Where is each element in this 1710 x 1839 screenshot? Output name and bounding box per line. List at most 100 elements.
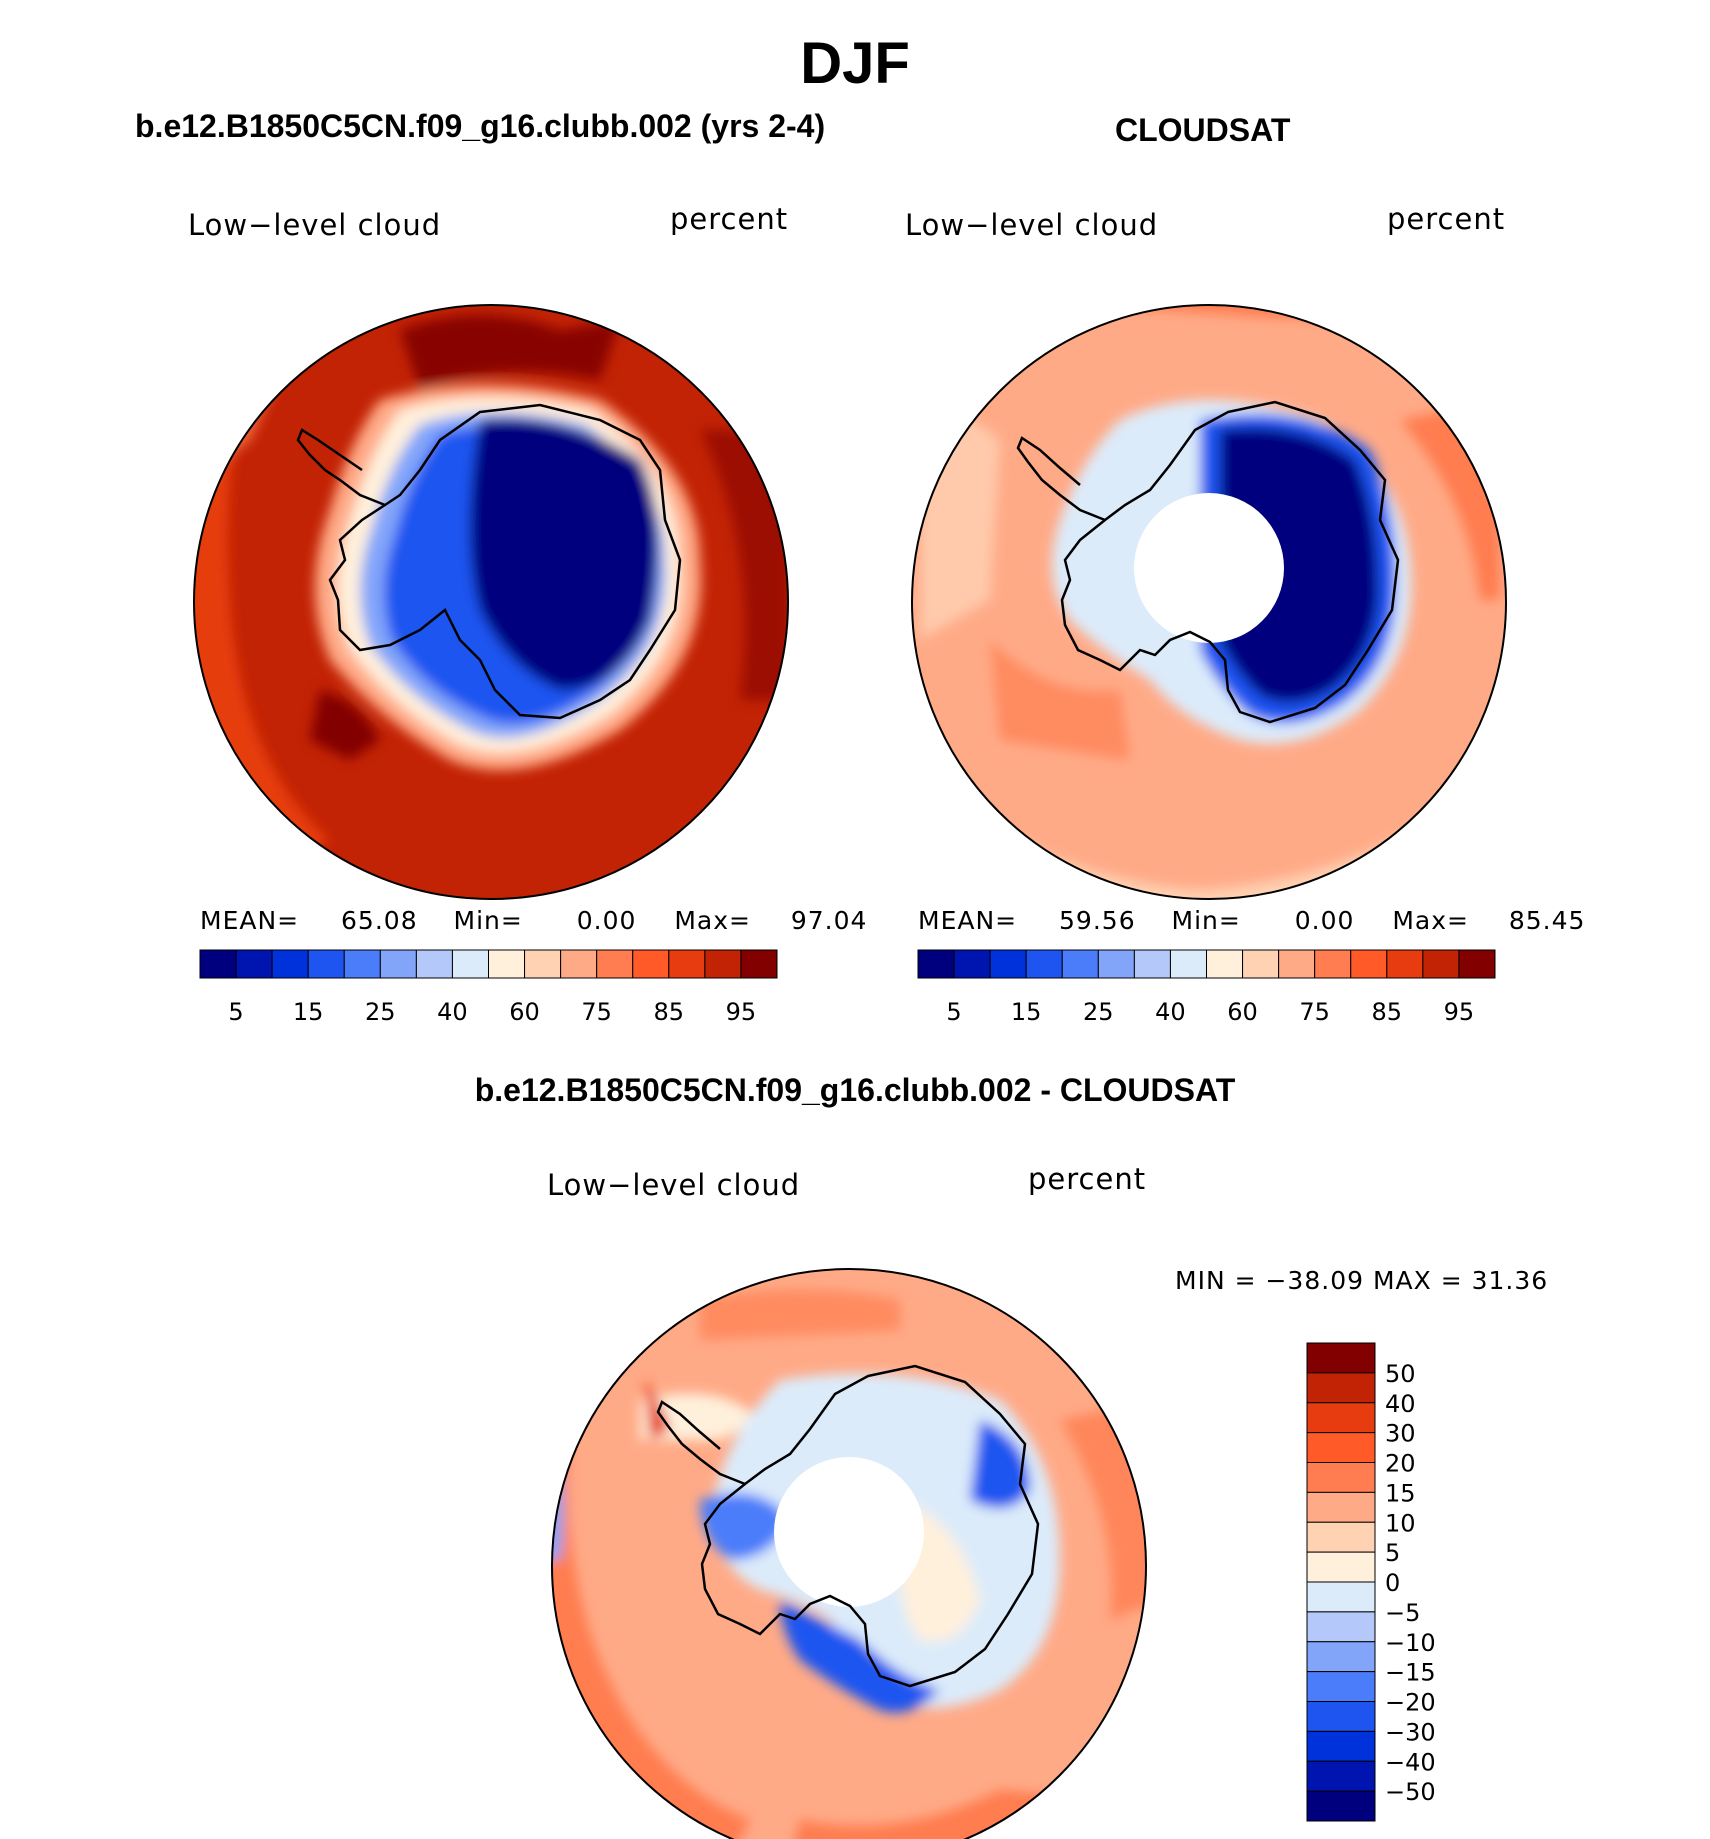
model-colorbar-box [632, 949, 670, 979]
obs-mean-value: 59.56 [1059, 906, 1136, 935]
diff-colorbar-box [1306, 1611, 1376, 1643]
model-min-label: Min= [453, 906, 523, 935]
model-colorbar-box [415, 949, 453, 979]
obs-colorbar-box [1133, 949, 1171, 979]
obs-min-label: Min= [1171, 906, 1241, 935]
model-colorbar-tick: 75 [581, 998, 612, 1026]
diff-colorbar-tick: 30 [1385, 1420, 1416, 1448]
model-mean-label: MEAN= [200, 906, 300, 935]
diff-units-label: percent [1028, 1162, 1147, 1196]
diff-colorbar-box [1306, 1671, 1376, 1702]
model-colorbar-tick: 60 [509, 998, 540, 1026]
obs-colorbar-box [1206, 949, 1244, 979]
diff-colorbar-tick: 50 [1385, 1360, 1416, 1388]
diff-colorbar-box [1306, 1372, 1376, 1404]
obs-colorbar-box [953, 949, 991, 979]
model-colorbar-box [560, 949, 598, 979]
diff-colorbar-tick: −5 [1385, 1599, 1420, 1627]
model-colorbar-box [451, 949, 489, 979]
obs-panel-title: CLOUDSAT [1115, 112, 1291, 148]
obs-colorbar-tick: 25 [1083, 998, 1114, 1026]
obs-colorbar-tick: 15 [1011, 998, 1042, 1026]
diff-colorbar-tick: −15 [1385, 1659, 1436, 1687]
obs-colorbar-box [1169, 949, 1207, 979]
obs-colorbar: 5 15 25 40 60 75 85 95 [917, 949, 1496, 1026]
obs-colorbar-box [1097, 949, 1135, 979]
model-stats: MEAN= 65.08 Min= 0.00 Max= 97.04 [200, 906, 867, 935]
diff-colorbar-box [1306, 1701, 1376, 1732]
obs-colorbar-box [1458, 949, 1496, 979]
model-max-value: 97.04 [790, 906, 868, 935]
obs-colorbar-tick: 85 [1372, 998, 1403, 1026]
diff-map [551, 1268, 1147, 1839]
diff-colorbar-box [1306, 1491, 1376, 1523]
diff-colorbar-box [1306, 1730, 1376, 1762]
obs-colorbar-box [1278, 949, 1316, 979]
model-colorbar-box [271, 949, 309, 979]
model-colorbar-box [704, 949, 742, 979]
obs-colorbar-tick: 75 [1299, 998, 1330, 1026]
obs-colorbar-box [989, 949, 1027, 979]
obs-colorbar-box [917, 949, 955, 979]
diff-colorbar-tick: 5 [1385, 1539, 1400, 1567]
diff-colorbar-box [1306, 1790, 1376, 1822]
diff-colorbar-box [1306, 1342, 1376, 1374]
model-colorbar-box [199, 949, 237, 979]
model-colorbar-box [307, 949, 345, 979]
obs-colorbar-box [1242, 949, 1280, 979]
diff-colorbar-tick: −20 [1385, 1689, 1436, 1717]
obs-map [911, 304, 1507, 900]
diff-colorbar-tick: 10 [1385, 1509, 1416, 1537]
diff-colorbar-tick: −10 [1385, 1629, 1436, 1657]
model-colorbar: 5 15 25 40 60 75 85 95 [199, 949, 778, 1026]
obs-colorbar-box [1350, 949, 1388, 979]
obs-colorbar-tick: 5 [946, 998, 961, 1026]
obs-units-label: percent [1387, 202, 1506, 236]
diff-colorbar-tick: −40 [1385, 1748, 1436, 1776]
diff-colorbar-box [1306, 1581, 1376, 1613]
model-colorbar-box [596, 949, 634, 979]
obs-colorbar-tick: 60 [1227, 998, 1258, 1026]
obs-mean-label: MEAN= [918, 906, 1018, 935]
model-colorbar-box [668, 949, 706, 979]
model-colorbar-tick: 95 [726, 998, 757, 1026]
obs-stats: MEAN= 59.56 Min= 0.00 Max= 85.45 [918, 906, 1585, 935]
diff-colorbar-tick: −30 [1385, 1718, 1436, 1746]
diff-colorbar-box [1306, 1551, 1376, 1583]
model-colorbar-tick: 5 [228, 998, 243, 1026]
diff-colorbar-tick: 20 [1385, 1450, 1416, 1478]
main-title: DJF [800, 31, 910, 96]
model-colorbar-tick: 85 [654, 998, 685, 1026]
model-map [193, 304, 789, 900]
obs-colorbar-tick: 40 [1155, 998, 1186, 1026]
obs-min-value: 0.00 [1294, 906, 1355, 935]
obs-max-value: 85.45 [1508, 906, 1586, 935]
obs-max-label: Max= [1392, 906, 1469, 935]
diff-colorbar-box [1306, 1402, 1376, 1434]
model-panel-title: b.e12.B1850C5CN.f09_g16.clubb.002 (yrs 2… [135, 108, 826, 144]
model-units-label: percent [670, 202, 789, 236]
model-colorbar-tick: 25 [365, 998, 396, 1026]
diff-colorbar-box [1306, 1760, 1376, 1792]
model-colorbar-box [524, 949, 562, 979]
diff-colorbar-tick: −50 [1385, 1778, 1436, 1806]
model-colorbar-box [488, 949, 526, 979]
diff-colorbar-tick: 0 [1385, 1569, 1400, 1597]
obs-colorbar-box [1025, 949, 1063, 979]
model-colorbar-box [379, 949, 417, 979]
model-max-label: Max= [674, 906, 751, 935]
model-colorbar-box [740, 949, 778, 979]
model-colorbar-tick: 40 [437, 998, 468, 1026]
diff-colorbar-box [1306, 1462, 1376, 1493]
diff-minmax: MIN = −38.09 MAX = 31.36 [1175, 1266, 1549, 1295]
model-colorbar-box [343, 949, 381, 979]
diff-colorbar-tick: 40 [1385, 1390, 1416, 1418]
model-mean-value: 65.08 [341, 906, 418, 935]
model-colorbar-tick: 15 [293, 998, 324, 1026]
obs-colorbar-box [1422, 949, 1460, 979]
diff-panel-title: b.e12.B1850C5CN.f09_g16.clubb.002 - CLOU… [474, 1072, 1236, 1108]
diff-colorbar-tick: 15 [1385, 1479, 1416, 1507]
diff-variable-label: Low−level cloud [547, 1168, 801, 1202]
model-variable-label: Low−level cloud [188, 208, 442, 242]
